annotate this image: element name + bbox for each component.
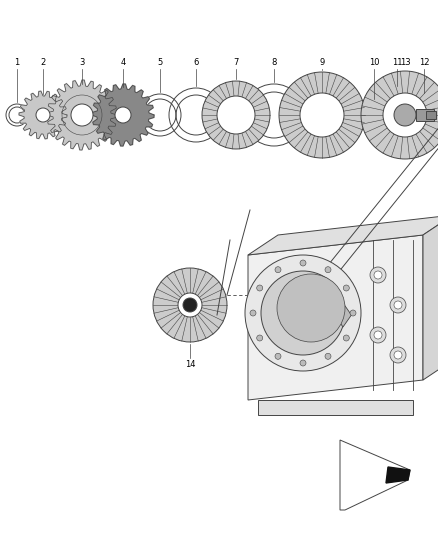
Circle shape [300, 93, 344, 137]
Text: 3: 3 [79, 58, 85, 67]
Text: 8: 8 [271, 58, 277, 67]
Circle shape [394, 104, 416, 126]
Polygon shape [335, 303, 351, 327]
Polygon shape [248, 215, 438, 255]
Circle shape [275, 353, 281, 359]
Polygon shape [248, 235, 423, 400]
Polygon shape [19, 91, 67, 139]
Text: 2: 2 [40, 58, 46, 67]
Text: 12: 12 [419, 58, 429, 67]
Circle shape [261, 271, 345, 355]
Circle shape [217, 96, 255, 134]
Circle shape [277, 274, 345, 342]
Circle shape [383, 93, 427, 137]
Text: 10: 10 [369, 58, 379, 67]
Polygon shape [92, 84, 154, 146]
Circle shape [300, 360, 306, 366]
Circle shape [325, 353, 331, 359]
Circle shape [390, 347, 406, 363]
Circle shape [394, 301, 402, 309]
Circle shape [366, 107, 382, 123]
Circle shape [71, 104, 93, 126]
Circle shape [245, 255, 361, 371]
Circle shape [183, 298, 197, 312]
Circle shape [343, 285, 349, 291]
Circle shape [115, 107, 131, 123]
Circle shape [153, 268, 227, 342]
Circle shape [374, 271, 382, 279]
Circle shape [178, 293, 202, 317]
Bar [416, 109, 434, 121]
Circle shape [202, 81, 270, 149]
Polygon shape [47, 80, 117, 150]
Circle shape [36, 108, 50, 122]
Polygon shape [386, 467, 410, 483]
Polygon shape [423, 215, 438, 380]
Circle shape [325, 266, 331, 273]
Text: 1: 1 [14, 58, 20, 67]
Circle shape [300, 260, 306, 266]
Text: 6: 6 [193, 58, 199, 67]
Text: 11: 11 [392, 58, 402, 67]
Polygon shape [340, 440, 410, 510]
Circle shape [370, 327, 386, 343]
Bar [426, 111, 436, 119]
Circle shape [394, 351, 402, 359]
Circle shape [279, 72, 365, 158]
Text: 4: 4 [120, 58, 126, 67]
Circle shape [275, 266, 281, 273]
Text: 5: 5 [157, 58, 162, 67]
Circle shape [374, 331, 382, 339]
Circle shape [360, 101, 388, 129]
Text: 13: 13 [400, 58, 410, 67]
Bar [258, 400, 413, 415]
Circle shape [361, 71, 438, 159]
Circle shape [343, 335, 349, 341]
Circle shape [390, 297, 406, 313]
Circle shape [257, 285, 263, 291]
Circle shape [370, 267, 386, 283]
Circle shape [350, 310, 356, 316]
Circle shape [257, 335, 263, 341]
Text: 7: 7 [233, 58, 239, 67]
Text: 9: 9 [319, 58, 325, 67]
Circle shape [250, 310, 256, 316]
Text: 14: 14 [185, 360, 195, 369]
